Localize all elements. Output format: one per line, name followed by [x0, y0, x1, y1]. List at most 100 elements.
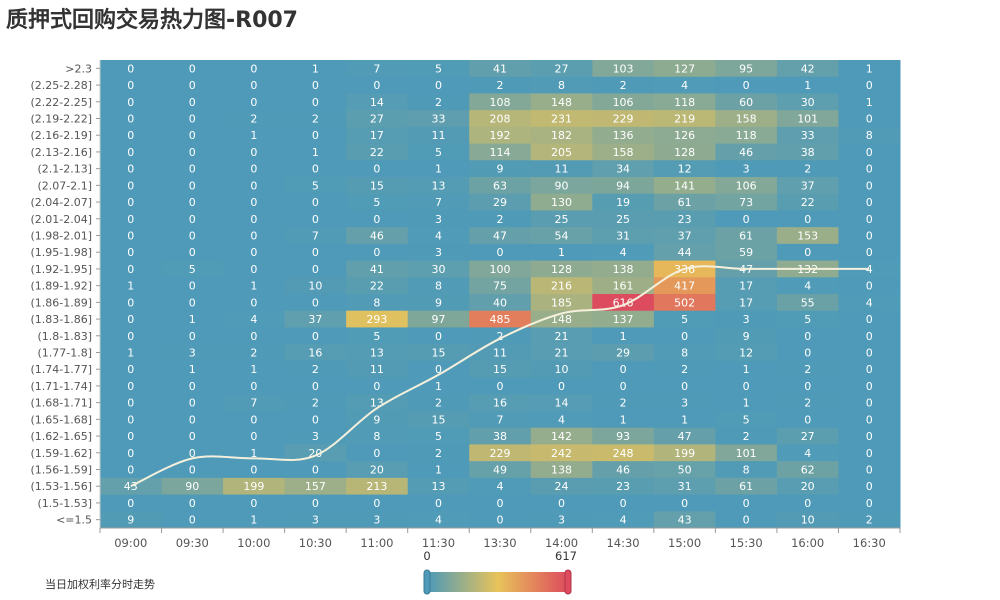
heatmap-cell-label: 0 — [497, 514, 504, 527]
heatmap-cell — [838, 394, 901, 412]
heatmap-cell-label: 1 — [312, 62, 319, 75]
heatmap-cell — [161, 394, 224, 412]
visual-map-handle-max[interactable] — [564, 569, 572, 595]
heatmap-cell — [407, 394, 470, 412]
heatmap-cell-label: 0 — [620, 380, 627, 393]
heatmap-cell-label: 0 — [866, 230, 873, 243]
visual-map-handle-min[interactable] — [423, 569, 431, 595]
heatmap-cell — [100, 461, 163, 479]
heatmap-cell-label: 1 — [743, 363, 750, 376]
heatmap-cell-label: 182 — [551, 129, 572, 142]
heatmap-cell-label: 25 — [616, 213, 630, 226]
heatmap-cell-label: 0 — [558, 380, 565, 393]
heatmap-cell-label: 29 — [493, 196, 507, 209]
heatmap-cell-label: 5 — [435, 146, 442, 159]
heatmap-cell-label: 229 — [613, 113, 634, 126]
heatmap-cell — [346, 260, 409, 278]
heatmap-cell — [776, 76, 839, 94]
heatmap-cell — [838, 327, 901, 345]
heatmap-cell — [653, 243, 716, 262]
heatmap-cell — [469, 444, 532, 462]
visual-map[interactable]: 0 617 — [423, 549, 577, 595]
heatmap-cell-label: 2 — [497, 79, 504, 92]
heatmap-cell-label: 1 — [558, 246, 565, 259]
heatmap-cell-label: 9 — [435, 296, 442, 309]
heatmap-cell-label: 101 — [797, 113, 818, 126]
heatmap-cell — [530, 126, 593, 145]
heatmap-cell-label: 0 — [866, 413, 873, 426]
heatmap-cell-label: 43 — [124, 480, 138, 493]
heatmap-cell — [100, 227, 163, 245]
heatmap-cell — [284, 210, 347, 228]
heatmap-cell — [407, 344, 470, 362]
heatmap-cell-label: 1 — [250, 363, 257, 376]
x-tick-label: 10:00 — [237, 536, 270, 550]
heatmap-cell-label: 41 — [493, 62, 507, 75]
heatmap-cell-label: 229 — [490, 447, 511, 460]
heatmap-cell-label: 0 — [189, 96, 196, 109]
heatmap-cell — [715, 511, 778, 529]
heatmap-cell-label: 0 — [681, 380, 688, 393]
heatmap-cell-label: 2 — [620, 397, 627, 410]
heatmap-cell-label: 8 — [743, 464, 750, 477]
heatmap-cell-label: 25 — [555, 213, 569, 226]
heatmap-cell — [223, 177, 286, 195]
heatmap-cell — [653, 327, 716, 345]
heatmap-cell-label: 0 — [866, 146, 873, 159]
heatmap-cell — [284, 427, 347, 445]
heatmap-cell — [100, 210, 163, 228]
heatmap-cell — [715, 210, 778, 228]
heatmap-cell-label: 40 — [493, 296, 507, 309]
heatmap-cell-label: 75 — [493, 280, 507, 293]
heatmap-cell — [530, 143, 593, 161]
heatmap-cell — [100, 444, 163, 462]
heatmap-cell-label: 0 — [189, 497, 196, 510]
heatmap-cell — [223, 377, 286, 395]
heatmap-cell — [653, 461, 716, 479]
heatmap-cell-label: 47 — [678, 430, 692, 443]
heatmap-cell-label: 0 — [127, 79, 134, 92]
heatmap-cell-label: 1 — [127, 347, 134, 360]
heatmap-cell-label: 5 — [312, 179, 319, 192]
heatmap-cell — [161, 344, 224, 362]
heatmap-cell — [592, 411, 655, 429]
heatmap-cell — [530, 344, 593, 362]
heatmap-cell-label: 61 — [678, 196, 692, 209]
y-tick-label: (1.53-1.56] — [30, 480, 92, 493]
heatmap-cell — [715, 444, 778, 462]
x-tick-label: 15:30 — [730, 536, 763, 550]
heatmap-cell-label: 93 — [616, 430, 630, 443]
heatmap-cell — [530, 76, 593, 94]
heatmap-cell-label: 0 — [250, 263, 257, 276]
heatmap-cell-label: 2 — [620, 79, 627, 92]
heatmap-cell-label: 46 — [739, 146, 753, 159]
heatmap-cell-label: 46 — [616, 464, 630, 477]
heatmap-cell — [653, 310, 716, 328]
heatmap-cell — [469, 227, 532, 245]
heatmap-cell-label: 1 — [743, 397, 750, 410]
heatmap-cell — [284, 60, 347, 78]
heatmap-cell-label: 49 — [493, 464, 507, 477]
heatmap-cell — [100, 110, 163, 128]
heatmap-cell — [407, 110, 470, 128]
heatmap-cell-label: 1 — [250, 514, 257, 527]
heatmap-cell-label: 216 — [551, 280, 572, 293]
heatmap-cell-label: 0 — [127, 62, 134, 75]
heatmap-cell-label: 128 — [551, 263, 572, 276]
heatmap-cell — [653, 377, 716, 395]
heatmap-cell — [776, 143, 839, 161]
heatmap-cell — [592, 394, 655, 412]
heatmap-cell-label: 0 — [435, 363, 442, 376]
heatmap-cell — [223, 160, 286, 178]
heatmap-cell-label: 8 — [435, 280, 442, 293]
heatmap-cell — [161, 93, 224, 111]
heatmap-cell — [838, 310, 901, 328]
heatmap-cell — [346, 110, 409, 128]
heatmap-cell-label: 4 — [620, 514, 627, 527]
heatmap-cell — [530, 160, 593, 178]
heatmap-cell — [161, 294, 224, 312]
heatmap-cell-label: 1 — [866, 62, 873, 75]
heatmap-cell — [161, 360, 224, 379]
heatmap-cell-label: 8 — [373, 296, 380, 309]
heatmap-cell-label: 0 — [250, 163, 257, 176]
